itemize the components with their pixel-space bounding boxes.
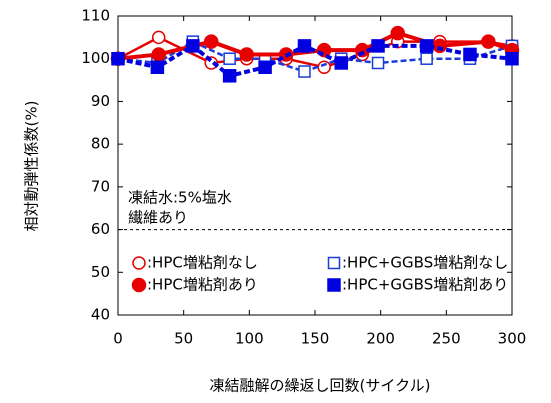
annotation: 繊維あり	[128, 209, 188, 227]
data-point	[222, 69, 237, 83]
data-point	[463, 47, 477, 62]
data-point	[297, 39, 312, 53]
y-tick-label: 70	[91, 177, 110, 195]
x-tick-label: 50	[174, 330, 193, 348]
y-tick-label: 60	[91, 220, 110, 238]
x-tick-label: 200	[366, 330, 395, 348]
data-point	[151, 30, 166, 45]
y-tick-label: 110	[81, 7, 110, 25]
legend-marker	[327, 278, 341, 292]
data-point	[223, 52, 236, 65]
y-axis-title: 相対動弾性係数(%)	[23, 101, 41, 232]
data-point	[390, 25, 405, 41]
legend-label: :HPC増粘剤あり	[147, 276, 258, 294]
legend-marker	[131, 277, 147, 293]
legend-label: :HPC+GGBS増粘剤あり	[342, 276, 508, 294]
data-point	[150, 60, 165, 75]
data-point	[298, 65, 311, 78]
y-tick-label: 50	[91, 263, 110, 281]
data-point	[203, 34, 219, 49]
data-point	[151, 47, 166, 62]
legend-marker	[132, 256, 146, 270]
x-tick-label: 0	[113, 330, 123, 348]
data-point	[258, 60, 272, 75]
y-tick-label: 80	[91, 135, 110, 153]
y-tick-label: 100	[81, 49, 110, 67]
data-point	[481, 34, 496, 49]
data-point	[317, 60, 331, 75]
data-point	[371, 39, 385, 53]
x-tick-label: 250	[432, 330, 461, 348]
data-point	[111, 51, 125, 66]
x-tick-label: 150	[301, 330, 330, 348]
legend-marker	[327, 256, 341, 270]
x-axis-title: 凍結融解の繰返し回数(サイクル)	[210, 377, 431, 395]
legend-label: :HPC+GGBS増粘剤なし	[342, 254, 508, 272]
data-point	[334, 56, 349, 70]
y-tick-label: 90	[91, 92, 110, 110]
annotation: 凍結水:5%塩水	[128, 189, 232, 207]
x-tick-label: 100	[235, 330, 264, 348]
data-point	[186, 39, 200, 53]
data-point	[239, 47, 254, 62]
x-tick-label: 300	[498, 330, 527, 348]
data-point	[505, 51, 519, 66]
data-point	[371, 56, 385, 70]
data-point	[419, 39, 434, 53]
data-point	[420, 52, 433, 65]
y-tick-label: 40	[91, 306, 110, 324]
legend-label: :HPC増粘剤なし	[147, 254, 258, 272]
